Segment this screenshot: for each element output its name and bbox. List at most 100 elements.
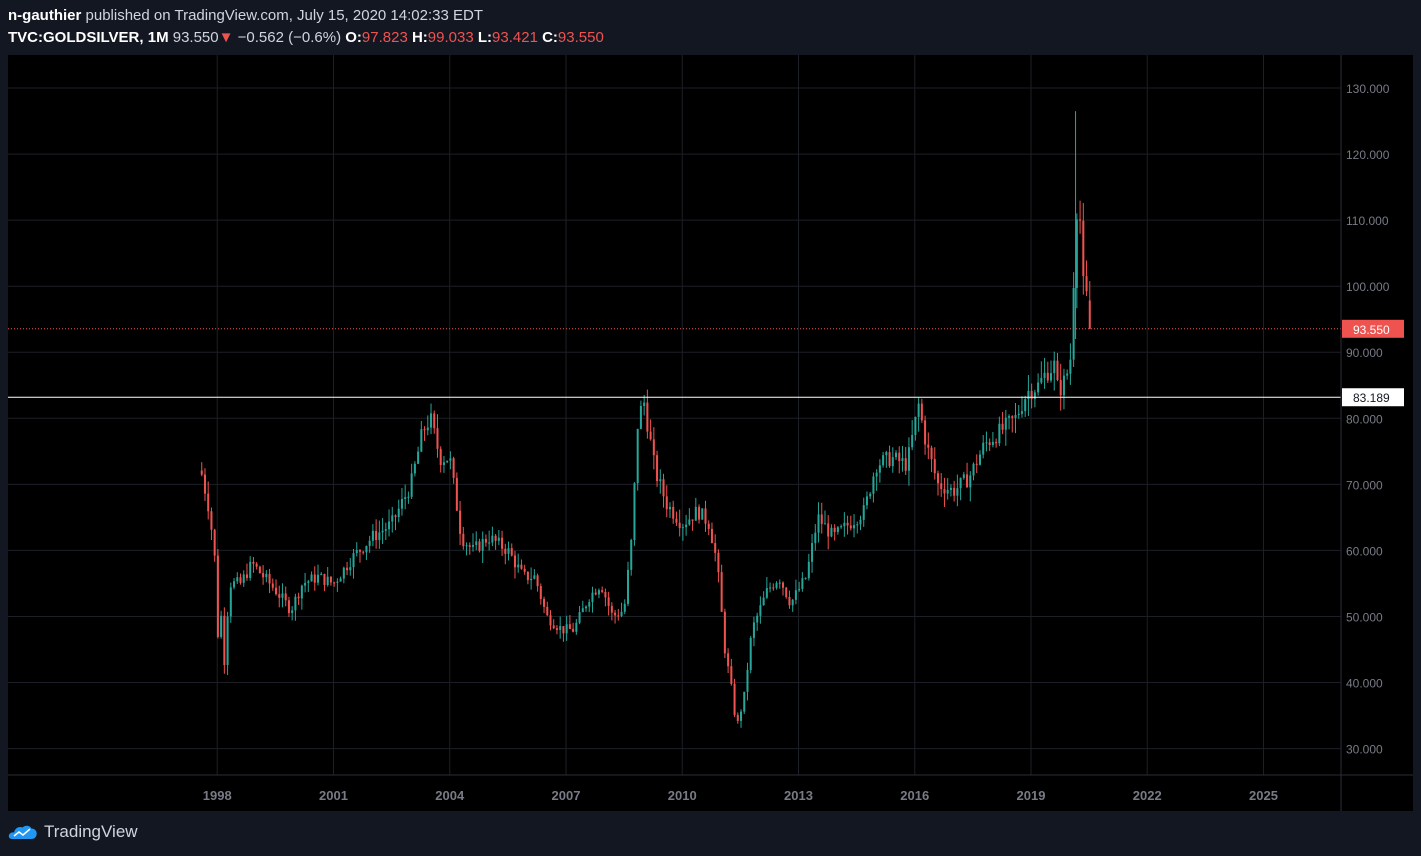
candle-body [320,573,323,575]
candle-body [817,514,820,533]
candle-body [597,590,600,595]
candle-body [407,496,410,498]
candle-body [1075,219,1078,288]
candle-body [555,628,558,630]
candle-body [769,587,772,589]
candle-body [526,571,529,581]
candle-body [862,505,865,520]
candle-body [698,506,701,520]
candle-body [740,711,743,721]
candle-body [765,588,768,598]
candle-body [417,451,420,464]
high-label: H: [411,29,428,46]
candle-body [1046,372,1049,381]
candle-body [827,523,830,537]
candle-body [371,530,374,541]
candle-body [278,594,281,598]
y-tick-label: 60.000 [1346,544,1383,558]
candle-body [1069,359,1072,374]
x-tick-label: 2010 [668,788,697,803]
candle-body [1033,392,1036,399]
candle-body [436,428,439,449]
candle-body [623,603,626,612]
symbol-label[interactable]: TVC:GOLDSILVER, 1M [8,29,169,46]
candle-body [607,597,610,606]
candle-body [539,586,542,599]
candle-body [262,573,265,578]
candle-body [433,413,436,429]
candle-body [759,605,762,616]
candle-body [617,615,620,617]
candle-body [475,541,478,546]
x-tick-label: 2007 [552,788,581,803]
candle-body [940,483,943,490]
candle-body [972,463,975,476]
x-tick-label: 2019 [1017,788,1046,803]
candle-body [578,612,581,623]
candle-body [287,600,290,614]
candle-body [365,545,368,553]
candle-body [736,714,739,721]
candle-body [1072,287,1075,360]
candle-body [491,535,494,543]
candle-body [375,530,378,541]
candle-body [533,575,536,579]
publish-info: n-gauthier published on TradingView.com,… [8,7,483,24]
candle-body [342,567,345,579]
current-price-tag [1342,319,1404,338]
candle-body [891,457,894,467]
candle-body [520,564,523,569]
candle-body [210,511,213,530]
candle-body [252,561,255,564]
chart-container[interactable]: 83.189 93.550 130.000 120.000 110.000 100.00… [8,55,1413,811]
candle-body [484,538,487,543]
current-price-label: 93.550 [1353,323,1390,337]
candle-body [304,582,307,586]
candle-body [501,537,504,549]
candle-body [1062,375,1065,396]
candle-body [1004,417,1007,430]
candle-body [200,470,203,475]
candle-body [775,583,778,588]
candle-body [462,533,465,547]
candle-body [275,587,278,595]
candle-body [914,416,917,435]
candle-body [452,458,455,478]
candle-body [707,523,710,529]
candle-body [1037,382,1040,393]
candle-body [701,508,704,520]
author-name[interactable]: n-gauthier [8,7,82,24]
y-tick-label: 80.000 [1346,412,1383,426]
axes: 130.000 120.000 110.000 100.000 90.000 80.000… [8,55,1413,811]
candle-body [626,569,630,604]
candle-body [1008,416,1011,418]
candle-body [804,578,807,580]
candle-body [1030,390,1033,399]
candle-body [413,463,416,474]
candle-body [504,548,507,554]
footer-brand[interactable]: TradingView [8,820,138,844]
candle-body [594,592,597,595]
candle-body [843,522,846,527]
brand-label: TradingView [44,822,138,841]
candle-body [982,442,985,455]
candle-body [1014,414,1017,418]
candle-body [1079,219,1082,221]
candle-body [281,593,284,598]
candle-body [1001,423,1004,430]
candle-body [985,442,988,444]
published-text: published on TradingView.com, July 15, 2… [81,7,484,24]
y-tick-label: 40.000 [1346,677,1383,691]
candle-body [743,691,746,712]
candle-body [581,608,584,613]
candle-body [346,567,349,571]
tradingview-cloud-icon [8,825,37,839]
candle-body [907,447,910,471]
x-tick-label: 2025 [1249,788,1278,803]
candle-body [1085,276,1088,292]
candle-body [856,524,859,526]
candle-body [1024,399,1027,412]
candle-body [568,624,571,629]
price-chart[interactable]: 83.189 93.550 130.000 120.000 110.000 100.00… [8,55,1413,811]
candle-body [865,496,868,506]
